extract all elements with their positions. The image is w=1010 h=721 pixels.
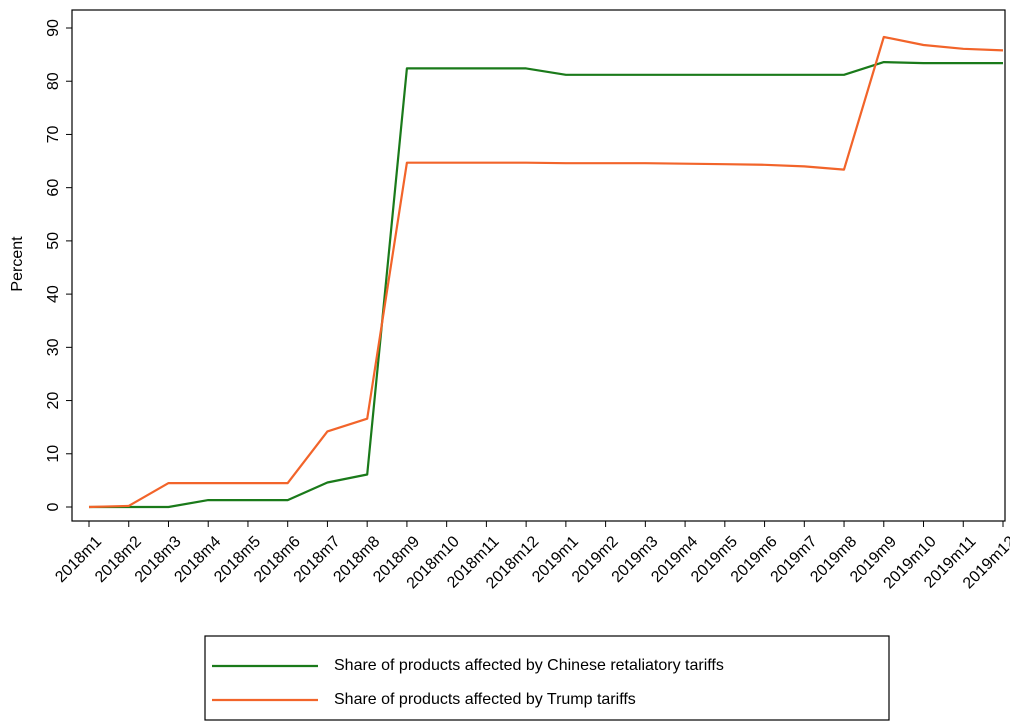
y-tick-label: 30 (45, 338, 62, 356)
y-axis-title: Percent (9, 236, 26, 292)
x-axis: 2018m12018m22018m32018m42018m52018m62018… (52, 521, 1010, 592)
y-axis: 0 10 20 30 40 50 60 70 80 90 (45, 19, 72, 511)
plot-area (71, 9, 1006, 522)
y-tick-label: 40 (45, 285, 62, 303)
y-tick-label: 10 (45, 445, 62, 463)
y-tick-label: 50 (45, 232, 62, 250)
legend-label: Share of products affected by Trump tari… (334, 691, 636, 708)
y-tick-label: 80 (45, 72, 62, 90)
y-tick-label: 20 (45, 392, 62, 410)
legend-box (204, 635, 890, 721)
legend-label: Share of products affected by Chinese re… (334, 657, 724, 674)
legend: Share of products affected by Chinese re… (204, 635, 890, 721)
plot-border (71, 9, 1006, 522)
y-tick-label: 70 (45, 125, 62, 143)
y-tick-label: 60 (45, 179, 62, 197)
series-line-2 (88, 35, 1004, 509)
y-tick-label: 0 (45, 502, 62, 511)
y-tick-label: 90 (45, 19, 62, 37)
series-layer (88, 35, 1004, 509)
series-line-1 (89, 60, 1003, 509)
